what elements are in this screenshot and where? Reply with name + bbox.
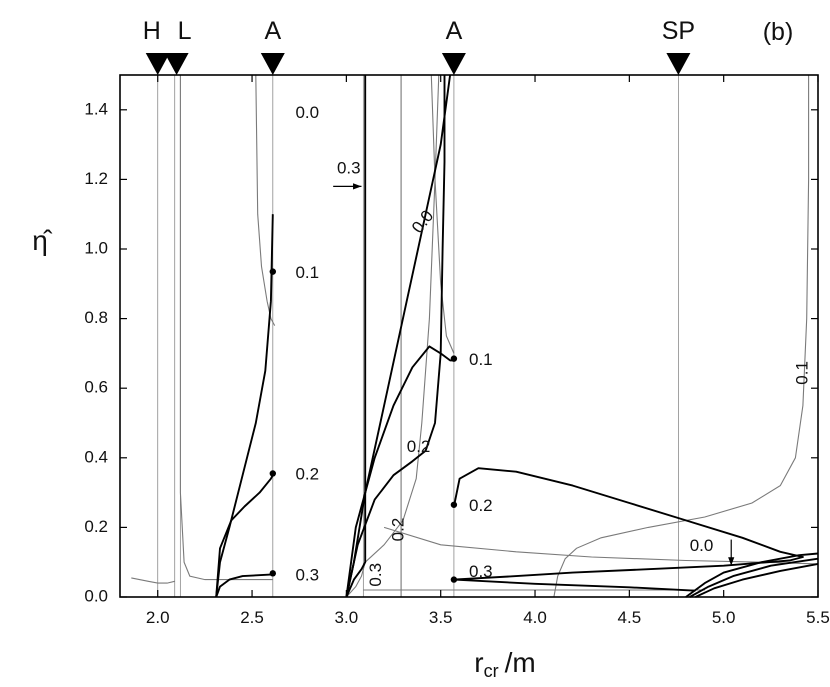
annotation-arrows bbox=[333, 183, 735, 566]
curve-label-6: 0.2 bbox=[407, 437, 431, 456]
x-axis-label-main: r bbox=[474, 647, 483, 678]
x-tick-label-6: 5.0 bbox=[712, 608, 736, 627]
curve-endpoints bbox=[269, 268, 458, 583]
endpoint-dot-4 bbox=[450, 501, 458, 508]
thick-curve-11 bbox=[695, 562, 819, 598]
thin-curve-5 bbox=[430, 74, 455, 354]
curve-label-9: 0.1 bbox=[469, 350, 493, 369]
y-tick-label-4: 0.8 bbox=[84, 308, 108, 327]
x-axis-label-sub: cr bbox=[484, 661, 499, 681]
thin-curve-0 bbox=[179, 75, 273, 581]
thin-curve-8 bbox=[553, 75, 810, 598]
curve-label-3: 0.3 bbox=[295, 566, 319, 585]
thick-curve-1 bbox=[215, 474, 274, 598]
curve-label-4: 0.3 bbox=[337, 158, 361, 177]
curve-label-2: 0.2 bbox=[295, 465, 319, 484]
thick-curve-10 bbox=[689, 557, 819, 598]
arrow-head-1 bbox=[728, 557, 735, 566]
curve-label-11: 0.3 bbox=[469, 562, 493, 581]
thick-curve-8 bbox=[453, 578, 696, 592]
endpoint-dot-3 bbox=[450, 355, 458, 362]
top-marker-label-1: L bbox=[178, 17, 192, 45]
x-tick-label-7: 5.5 bbox=[806, 608, 830, 627]
curve-label-10: 0.2 bbox=[469, 496, 493, 515]
top-marker-triangle-3 bbox=[441, 53, 466, 75]
top-marker-0: H bbox=[143, 17, 170, 75]
curve-label-13: 0.0 bbox=[690, 536, 714, 555]
thick-curve-7 bbox=[452, 467, 804, 581]
endpoint-dot-2 bbox=[269, 570, 277, 577]
y-axis-label: η̂ bbox=[32, 225, 53, 256]
top-marker-triangle-0 bbox=[145, 53, 170, 75]
curve-label-8: 0.3 bbox=[366, 563, 385, 587]
guide-lines bbox=[157, 75, 679, 597]
top-marker-4: SP bbox=[662, 17, 695, 75]
x-tick-label-4: 4.0 bbox=[523, 608, 547, 627]
y-tick-label-1: 0.2 bbox=[84, 517, 108, 536]
x-axis-label-suffix: /m bbox=[505, 647, 536, 678]
top-marker-label-3: A bbox=[446, 17, 463, 45]
top-marker-label-2: A bbox=[264, 17, 281, 45]
thick-curve-6 bbox=[345, 75, 367, 598]
top-markers: H L A A SP bbox=[143, 17, 695, 75]
thin-curve-7 bbox=[383, 526, 819, 565]
thick-curve-5 bbox=[345, 75, 446, 598]
thick-curve-4 bbox=[345, 345, 454, 598]
thin-curve-3 bbox=[345, 74, 440, 598]
top-marker-triangle-4 bbox=[666, 53, 691, 75]
y-tick-label-3: 0.6 bbox=[84, 378, 108, 397]
top-marker-label-4: SP bbox=[662, 17, 695, 45]
x-tick-label-2: 3.0 bbox=[335, 608, 359, 627]
thick-curve-9 bbox=[685, 552, 819, 598]
curve-label-1: 0.1 bbox=[295, 263, 319, 282]
endpoint-dot-0 bbox=[269, 268, 277, 275]
curve-label-0: 0.0 bbox=[295, 103, 319, 122]
top-marker-triangle-2 bbox=[260, 53, 285, 75]
plot-frame bbox=[119, 74, 819, 598]
x-tick-label-0: 2.0 bbox=[146, 608, 170, 627]
y-tick-label-2: 0.4 bbox=[84, 447, 108, 466]
x-tick-label-3: 3.5 bbox=[429, 608, 453, 627]
thick-curve-2 bbox=[215, 573, 273, 598]
endpoint-dot-5 bbox=[450, 576, 458, 583]
y-tick-label-5: 1.0 bbox=[84, 238, 108, 257]
curve-label-12: 0.1 bbox=[792, 361, 811, 385]
curve-labels: 0.00.10.20.30.30.00.20.20.30.10.20.30.10… bbox=[295, 103, 811, 587]
panel-label: (b) bbox=[763, 18, 794, 46]
x-tick-label-5: 4.5 bbox=[618, 608, 642, 627]
arrow-head-0 bbox=[353, 183, 362, 190]
thin-curve-1 bbox=[131, 577, 175, 584]
top-marker-1: L bbox=[164, 17, 192, 75]
top-marker-3: A bbox=[441, 17, 466, 75]
y-tick-label-0: 0.0 bbox=[84, 586, 108, 605]
top-marker-2: A bbox=[260, 17, 285, 75]
arrow-1 bbox=[728, 539, 735, 566]
x-axis-ticks: 2.0 2.5 3.0 3.5 4.0 4.5 5.0 5.5 bbox=[146, 75, 830, 627]
x-axis-label: rcr/m bbox=[474, 647, 535, 681]
thin-curves bbox=[131, 74, 819, 598]
thin-curve-2 bbox=[255, 74, 276, 326]
thick-curves bbox=[215, 74, 819, 598]
thick-curve-0 bbox=[215, 214, 274, 598]
curve-label-7: 0.2 bbox=[389, 518, 408, 542]
x-tick-label-1: 2.5 bbox=[240, 608, 264, 627]
y-axis-ticks: 0.0 0.2 0.4 0.6 0.8 1.0 1.2 1.4 bbox=[84, 99, 818, 605]
y-tick-label-7: 1.4 bbox=[84, 99, 108, 118]
top-marker-triangle-1 bbox=[164, 53, 189, 75]
endpoint-dot-1 bbox=[269, 470, 277, 477]
arrow-0 bbox=[333, 183, 362, 190]
y-tick-label-6: 1.2 bbox=[84, 169, 108, 188]
top-marker-label-0: H bbox=[143, 17, 161, 45]
